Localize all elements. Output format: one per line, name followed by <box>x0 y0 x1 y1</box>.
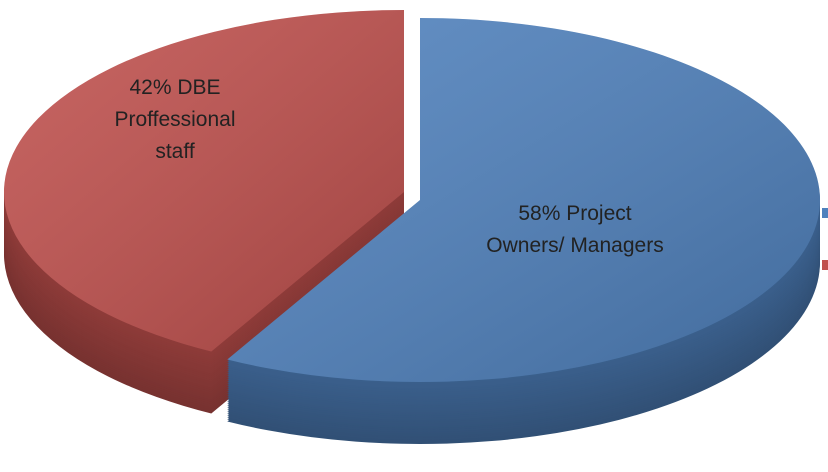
category-label: DBE Proffessional staff <box>114 76 236 163</box>
slice-shade <box>3 10 404 352</box>
data-label: 42% DBE Proffessional staff <box>100 72 250 168</box>
legend-swatch <box>822 260 828 270</box>
slice-group <box>3 10 405 414</box>
legend-swatch <box>822 208 828 218</box>
slice-group <box>227 18 820 444</box>
data-label: 58% Project Owners/ Managers <box>480 198 670 262</box>
category-label: Project Owners/ Managers <box>486 202 664 257</box>
value-label: 42% <box>129 76 172 99</box>
slice-shade <box>227 18 820 382</box>
value-label: 58% <box>518 202 561 225</box>
